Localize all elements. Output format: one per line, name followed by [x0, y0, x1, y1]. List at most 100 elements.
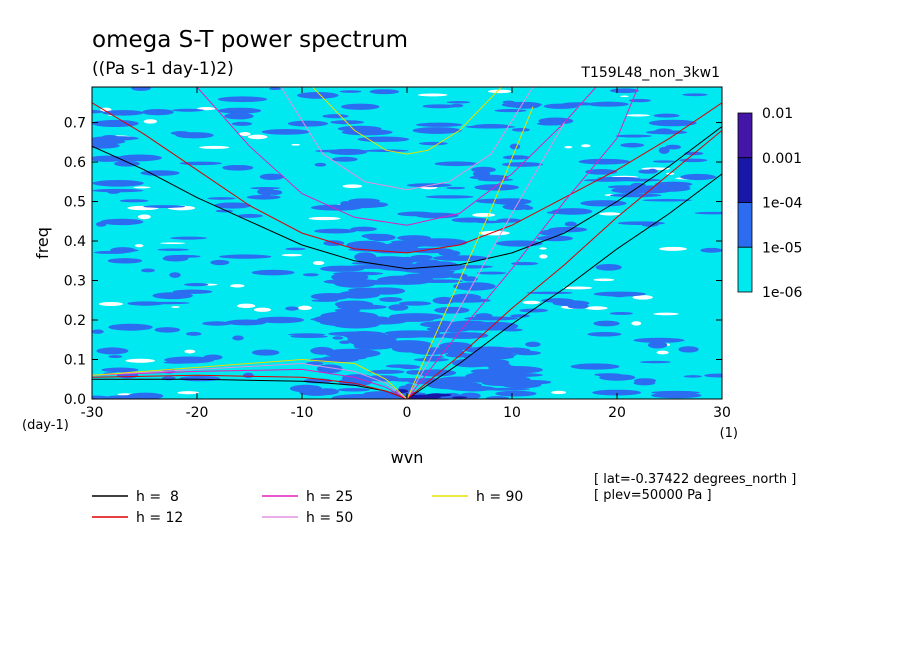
dispersion-curve [92, 126, 722, 270]
contour-patch [642, 199, 692, 202]
dispersion-curve [406, 122, 565, 399]
contour-patch [108, 323, 153, 331]
contour-patch [119, 199, 149, 203]
low-power-patch [593, 278, 615, 282]
legend-label: h = 25 [306, 489, 353, 505]
dispersion-curve [406, 130, 722, 399]
contour-patch [464, 316, 519, 321]
contour-patch [107, 258, 143, 264]
contour-patch [231, 121, 253, 126]
contour-patch [92, 136, 139, 141]
contour-patch [418, 141, 448, 146]
colorbar-segment [737, 112, 753, 159]
contour-patch [343, 265, 400, 269]
contour-patch [433, 320, 453, 326]
contour-patch [446, 101, 471, 104]
contour-patch [324, 348, 381, 359]
low-power-patch [539, 254, 548, 259]
contour-patch [595, 263, 622, 271]
contour-patch [154, 327, 181, 333]
contour-patch [369, 89, 399, 95]
contour-patch [448, 273, 468, 279]
low-power-patch [539, 247, 547, 250]
contour-patch [237, 213, 263, 218]
contour-patch [546, 211, 562, 214]
contour-patch [432, 255, 488, 261]
contour-patch [142, 108, 174, 116]
contour-patch [665, 144, 681, 150]
contour-patch [102, 110, 144, 116]
x-tick-label: 30 [713, 405, 731, 421]
low-power-patch [656, 350, 669, 355]
low-power-patch [585, 306, 608, 310]
contour-patch [186, 331, 202, 336]
contour-patch [551, 208, 593, 215]
contour-patch [225, 319, 267, 326]
low-power-patch [247, 134, 268, 140]
contour-patch [680, 173, 716, 181]
contour-patch [609, 311, 633, 315]
y-tick-label: 0.0 [64, 392, 86, 408]
contour-patch [251, 269, 295, 276]
contour-patch [92, 329, 104, 334]
contour-patch [398, 301, 432, 306]
contour-patch [387, 315, 425, 322]
contour-patch [334, 279, 376, 288]
contour-patch [510, 314, 530, 318]
contour-patch [333, 271, 384, 276]
dispersion-curve [92, 362, 408, 399]
contour-patch [322, 114, 349, 119]
contour-patch [628, 98, 652, 103]
contour-patch [446, 186, 466, 190]
contour-patch [647, 168, 658, 174]
contour-patch [170, 236, 208, 240]
contour-patch [609, 193, 662, 198]
chart-units: ((Pa s-1 day-1)2) [92, 59, 234, 79]
info-pressure-level: [ plev=50000 Pa ] [594, 488, 712, 503]
contour-patch [587, 101, 629, 107]
contour-patch [95, 221, 107, 227]
contour-patch [288, 333, 326, 337]
low-power-patch [599, 212, 621, 216]
contour-patch [107, 189, 121, 194]
contour-patch [483, 375, 526, 385]
dispersion-curve [406, 173, 722, 399]
contour-patch [96, 347, 129, 355]
low-power-patch [620, 95, 629, 98]
contour-patch [652, 160, 675, 163]
contour-patch [570, 363, 620, 370]
contour-patch [679, 158, 708, 163]
low-power-patch [472, 213, 496, 217]
contour-patch [92, 119, 139, 127]
contour-patch [610, 88, 639, 94]
dispersion-curve [406, 87, 639, 399]
contour-patch [210, 259, 230, 266]
contour-patch [526, 291, 573, 295]
contour-patch [548, 226, 588, 233]
low-power-patch [100, 107, 112, 112]
low-power-patch [658, 246, 687, 251]
contour-patch [170, 131, 191, 136]
low-power-patch [632, 295, 653, 300]
contour-patch [289, 384, 323, 393]
low-power-patch [134, 244, 144, 248]
contour-patch [651, 390, 700, 395]
contour-patch [619, 178, 662, 182]
contour-patch [261, 128, 310, 135]
contour-patch [468, 321, 519, 331]
contour-patch [501, 162, 543, 167]
low-power-patch [562, 286, 593, 290]
contour-patch [314, 228, 357, 234]
low-power-patch [143, 119, 158, 124]
contour-patch [474, 184, 520, 191]
contour-patch [422, 104, 457, 109]
contour-patch [502, 203, 531, 211]
colorbar-label: 0.001 [762, 151, 802, 167]
contour-patch [366, 233, 396, 242]
y-tick-label: 0.5 [64, 195, 86, 211]
contour-patch [511, 127, 530, 132]
contour-patch [214, 202, 251, 209]
contour-patch [587, 332, 622, 337]
contour-patch [592, 389, 642, 396]
contour-patch [366, 256, 412, 265]
